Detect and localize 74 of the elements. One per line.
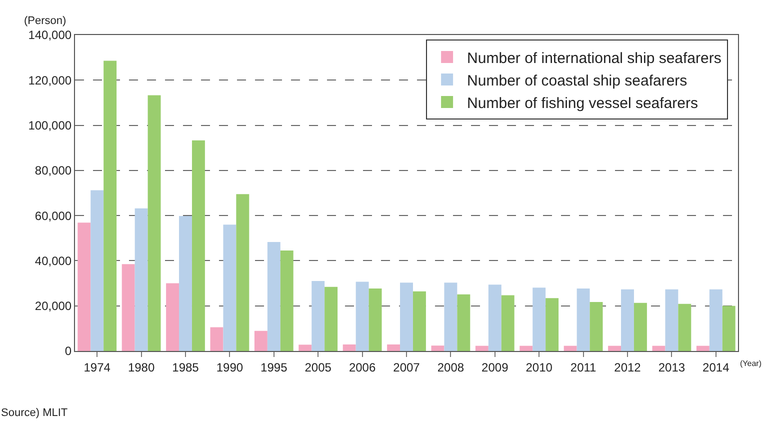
- y-tick-label: 60,000: [34, 208, 72, 223]
- bar: [546, 298, 559, 351]
- x-tick-label: 2010: [526, 360, 553, 374]
- source-note: Source) MLIT: [1, 407, 68, 419]
- bar: [475, 346, 488, 351]
- x-tick-label: 1985: [172, 360, 200, 374]
- bar: [444, 282, 458, 351]
- x-tick-label: 1995: [260, 360, 288, 374]
- x-tick-label: 2012: [614, 360, 642, 374]
- bar: [678, 304, 692, 351]
- bar: [166, 283, 180, 351]
- x-tick-label: 2013: [658, 360, 686, 374]
- bar: [342, 344, 356, 351]
- x-tick-label: 1974: [84, 360, 111, 374]
- bar: [356, 282, 369, 351]
- bar: [722, 306, 736, 351]
- y-axis-title: (Person): [24, 15, 66, 27]
- bar: [696, 346, 710, 351]
- bar: [179, 216, 192, 351]
- bar: [223, 224, 236, 351]
- bar: [122, 264, 135, 351]
- bar: [590, 302, 603, 351]
- bar: [412, 291, 426, 351]
- y-tick-label: 120,000: [28, 73, 72, 88]
- bar: [210, 327, 224, 351]
- bar: [501, 295, 514, 351]
- y-tick-label: 40,000: [34, 254, 72, 268]
- x-tick-label: 1980: [128, 360, 155, 374]
- bar: [280, 250, 294, 351]
- x-tick-label: 2009: [482, 360, 509, 374]
- bar: [532, 288, 546, 351]
- bar: [400, 282, 413, 351]
- bar: [368, 288, 382, 351]
- bar: [267, 242, 280, 351]
- bar: [488, 284, 502, 351]
- bar: [608, 346, 622, 351]
- bar: [457, 294, 470, 351]
- bar: [78, 222, 91, 351]
- y-tick-label: 140,000: [28, 28, 72, 42]
- x-tick-label: 2006: [348, 360, 376, 374]
- bar: [634, 302, 647, 351]
- bar: [387, 344, 400, 351]
- bar: [148, 95, 161, 351]
- y-tick-label: 80,000: [34, 164, 72, 178]
- bar: [564, 346, 577, 351]
- bar: [520, 346, 533, 351]
- bar: [576, 288, 590, 351]
- bar: [254, 330, 268, 351]
- y-tick-label: 0: [64, 344, 72, 358]
- bar: [134, 208, 148, 351]
- y-tick-label: 20,000: [34, 299, 72, 314]
- legend-label: Number of international ship seafarers: [467, 50, 722, 67]
- bar: [665, 289, 678, 351]
- x-axis-title: (Year): [740, 359, 762, 368]
- x-tick-label: 2008: [437, 360, 464, 374]
- bar: [621, 289, 634, 351]
- bar: [236, 194, 250, 351]
- bar: [104, 60, 117, 351]
- bar: [431, 346, 444, 351]
- x-tick-label: 2005: [304, 360, 332, 374]
- bar: [312, 281, 325, 351]
- x-tick-label: 2007: [393, 360, 420, 374]
- bar: [324, 286, 338, 351]
- bar: [298, 344, 312, 351]
- bar: [652, 346, 666, 351]
- bar: [709, 289, 722, 351]
- bar: [192, 140, 205, 351]
- bar: [90, 190, 104, 351]
- legend-label: Number of fishing vessel seafarers: [467, 94, 698, 112]
- x-tick-label: 1990: [216, 360, 244, 374]
- x-tick-label: 2011: [570, 360, 597, 374]
- x-tick-label: 2014: [702, 360, 730, 374]
- legend-label: Number of coastal ship seafarers: [467, 72, 688, 90]
- y-tick-label: 100,000: [28, 118, 72, 132]
